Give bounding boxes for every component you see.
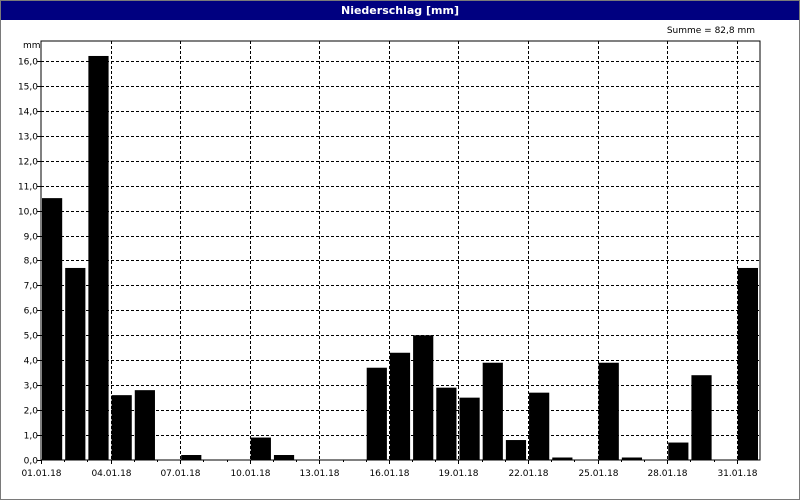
y-tick-label: 8,0 — [24, 257, 39, 267]
y-tick-label: 7,0 — [24, 282, 39, 292]
x-tick-label: 07.01.18 — [160, 469, 200, 479]
x-tick-label: 04.01.18 — [91, 469, 131, 479]
bar — [42, 198, 63, 460]
y-axis-unit-label: mm — [23, 41, 41, 51]
bar — [134, 390, 155, 460]
bar — [505, 440, 527, 460]
y-tick-label: 10,0 — [18, 208, 38, 218]
bar — [250, 437, 271, 460]
bar — [737, 267, 758, 460]
y-tick-label: 11,0 — [18, 183, 38, 193]
y-tick-label: 1,0 — [24, 432, 39, 442]
y-tick-label: 5,0 — [24, 332, 39, 342]
bars — [42, 55, 758, 460]
axes: mm 0,0 1,0 2,0 3,0 4,0 5,0 6,0 7,0 8,0 9,0 10,0 11,… — [18, 40, 761, 479]
bar — [65, 267, 86, 460]
x-tick-label: 31.01.18 — [717, 469, 757, 479]
y-tick-label: 15,0 — [18, 83, 38, 93]
y-tick-label: 13,0 — [18, 133, 38, 143]
bar — [459, 397, 480, 460]
bar — [482, 362, 503, 460]
y-tick-label: 16,0 — [18, 58, 38, 68]
bar — [598, 362, 619, 460]
x-tick-label: 01.01.18 — [21, 469, 61, 479]
y-tick-label: 0,0 — [24, 457, 39, 467]
x-tick-label: 13.01.18 — [299, 469, 339, 479]
bar — [181, 455, 202, 460]
y-tick-label: 2,0 — [24, 407, 39, 417]
bar — [529, 392, 550, 460]
x-tick-label: 10.01.18 — [230, 469, 270, 479]
sum-label: Summe = 82,8 mm — [666, 26, 755, 36]
plot-area-border — [40, 40, 761, 461]
y-tick-label: 4,0 — [24, 357, 39, 367]
x-tick-label: 19.01.18 — [438, 469, 478, 479]
window-title: Niederschlag [mm] — [1, 1, 799, 20]
bar — [668, 442, 689, 460]
y-tick-label: 14,0 — [18, 108, 38, 118]
x-tick-label: 25.01.18 — [578, 469, 618, 479]
bar — [389, 352, 411, 460]
y-tick-label: 9,0 — [24, 233, 39, 243]
x-tick-label: 22.01.18 — [508, 469, 548, 479]
bar — [621, 457, 643, 460]
y-tick-label: 12,0 — [18, 158, 38, 168]
bar — [552, 457, 573, 460]
bar — [366, 367, 387, 460]
bar — [413, 335, 434, 460]
bar — [691, 375, 712, 460]
x-tick-label: 16.01.18 — [369, 469, 409, 479]
bar — [273, 455, 295, 460]
y-tick-label: 6,0 — [24, 307, 39, 317]
bar — [436, 387, 457, 460]
x-tick-label: 28.01.18 — [647, 469, 687, 479]
bar — [88, 55, 109, 460]
bar — [111, 395, 132, 460]
y-tick-label: 3,0 — [24, 382, 39, 392]
